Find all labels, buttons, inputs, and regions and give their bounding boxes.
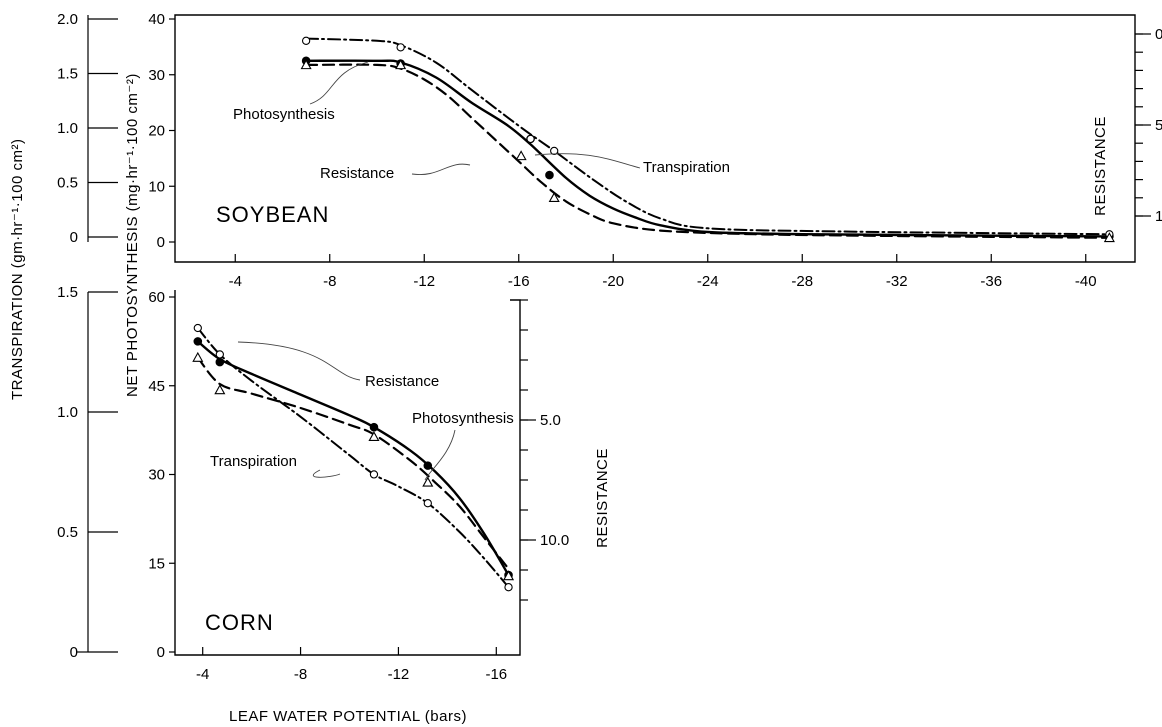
corn-panel: -4 -8 -12 -16 0 15 30 45 60 0 0.5 1.0 1.5 5.0 10.0 Res… xyxy=(57,284,611,683)
corn-title: CORN xyxy=(205,610,274,635)
photosynthesis-tick-label: 30 xyxy=(148,67,165,84)
x-tick-label: -4 xyxy=(196,666,209,683)
resistance-point xyxy=(548,192,560,203)
resistance-point xyxy=(214,384,226,395)
transpiration-point xyxy=(301,36,311,45)
x-tick-label: -40 xyxy=(1075,273,1097,290)
soybean-annotations: Photosynthesis Resistance Transpiration xyxy=(233,61,730,182)
soybean-transpiration-annotation-label: Transpiration xyxy=(643,159,730,176)
x-tick-label: -12 xyxy=(388,666,410,683)
resistance-point xyxy=(515,150,527,161)
soybean-ticks: -4 -8 -12 -16 -20 -24 -28 -32 -36 -40 0 10 20 30 40 0 0.… xyxy=(57,11,1162,290)
transpiration-tick-label: 0.5 xyxy=(57,524,78,541)
corn-resistance-annotation-label: Resistance xyxy=(365,373,439,390)
transpiration-point xyxy=(423,499,432,508)
corn-resistance-axis-title: RESISTANCE xyxy=(594,448,611,548)
transpiration-tick-label: 1.0 xyxy=(57,404,78,421)
soybean-resistance-axis-title: RESISTANCE xyxy=(1092,116,1109,216)
x-tick-label: -8 xyxy=(323,273,336,290)
photosynthesis-tick-label: 40 xyxy=(148,11,165,28)
corn-resistance-annotation-leader xyxy=(237,341,361,381)
soybean-photosynthesis-annotation-label: Photosynthesis xyxy=(233,106,335,123)
resistance-point xyxy=(502,570,515,581)
corn-plot-frame xyxy=(174,290,521,656)
corn-photosynthesis-annotation-label: Photosynthesis xyxy=(412,410,514,427)
transpiration-curve xyxy=(305,37,1111,236)
photosynthesis-tick-label: 15 xyxy=(148,555,165,572)
x-tick-label: -36 xyxy=(980,273,1002,290)
resistance-tick-label: 5.0 xyxy=(540,412,561,429)
transpiration-point xyxy=(369,470,379,479)
x-tick-label: -20 xyxy=(602,273,624,290)
transpiration-point xyxy=(504,583,513,592)
soybean-resistance-annotation-leader xyxy=(411,163,471,176)
resistance-point xyxy=(368,431,380,442)
corn-photosynthesis-annotation-leader xyxy=(424,429,456,481)
resistance-tick-label: 10 xyxy=(1155,208,1162,225)
photosynthesis-axis-title: NET PHOTOSYNTHESIS (mg·hr⁻¹·100 cm⁻²) xyxy=(124,73,141,397)
x-tick-label: -8 xyxy=(294,666,307,683)
transpiration-point xyxy=(526,134,535,144)
transpiration-point xyxy=(396,43,405,52)
transpiration-tick-label: 1.0 xyxy=(57,120,78,137)
transpiration-tick-label: 2.0 xyxy=(57,11,78,28)
x-axis-title: LEAF WATER POTENTIAL (bars) xyxy=(229,708,467,725)
resistance-tick-label: 0 xyxy=(1155,26,1162,43)
photosynthesis-tick-label: 30 xyxy=(148,467,165,484)
x-tick-label: -28 xyxy=(791,273,813,290)
soybean-panel: -4 -8 -12 -16 -20 -24 -28 -32 -36 -40 0 10 20 30 40 0 0.… xyxy=(57,11,1162,290)
x-tick-label: -16 xyxy=(508,273,530,290)
resistance-point xyxy=(300,59,312,70)
x-tick-label: -24 xyxy=(697,273,719,290)
soybean-points xyxy=(300,36,1115,243)
photosynthesis-curve xyxy=(304,59,1111,238)
resistance-point xyxy=(422,476,434,487)
x-tick-label: -4 xyxy=(229,273,242,290)
soybean-transpiration-annotation-leader xyxy=(534,153,641,169)
transpiration-tick-label: 0 xyxy=(70,644,78,661)
corn-transpiration-annotation-label: Transpiration xyxy=(210,453,297,470)
transpiration-tick-label: 0.5 xyxy=(57,175,78,192)
soybean-curves xyxy=(304,37,1111,239)
soybean-plot-frame xyxy=(174,14,1136,263)
corn-ticks: -4 -8 -12 -16 0 15 30 45 60 0 0.5 1.0 1.5 5.0 10.0 xyxy=(57,284,569,683)
photosynthesis-point xyxy=(545,170,554,180)
photosynthesis-tick-label: 60 xyxy=(148,289,165,306)
soybean-title: SOYBEAN xyxy=(216,202,329,227)
corn-annotations: Resistance Photosynthesis Transpiration xyxy=(210,341,514,481)
photosynthesis-tick-label: 10 xyxy=(148,178,165,195)
photosynthesis-tick-label: 0 xyxy=(157,234,165,251)
x-tick-label: -32 xyxy=(886,273,908,290)
photosynthesis-point xyxy=(423,461,433,470)
resistance-point xyxy=(192,351,204,362)
transpiration-tick-label: 0 xyxy=(70,229,78,246)
photosynthesis-tick-label: 0 xyxy=(157,644,165,661)
photosynthesis-point xyxy=(369,422,379,432)
resistance-tick-label: 10.0 xyxy=(540,532,569,549)
transpiration-axis-title: TRANSPIRATION (gm·hr⁻¹·100 cm²) xyxy=(9,139,26,400)
x-tick-label: -12 xyxy=(413,273,435,290)
resistance-point xyxy=(1103,232,1115,243)
transpiration-point xyxy=(193,323,202,333)
photosynthesis-tick-label: 45 xyxy=(148,378,165,395)
photosynthesis-tick-label: 20 xyxy=(148,123,165,140)
resistance-point xyxy=(395,59,407,70)
transpiration-tick-label: 1.5 xyxy=(57,284,78,301)
soybean-photosynthesis-annotation-leader xyxy=(309,61,369,105)
resistance-tick-label: 5 xyxy=(1155,117,1162,134)
x-tick-label: -16 xyxy=(485,666,507,683)
transpiration-point xyxy=(550,146,559,156)
soybean-resistance-annotation-label: Resistance xyxy=(320,165,394,182)
resistance-curve xyxy=(305,63,1111,239)
corn-points xyxy=(192,323,515,592)
photosynthesis-point xyxy=(215,357,225,367)
transpiration-point xyxy=(215,350,224,359)
photosynthesis-point xyxy=(193,337,203,346)
corn-transpiration-annotation-leader xyxy=(312,469,341,478)
transpiration-tick-label: 1.5 xyxy=(57,66,78,83)
